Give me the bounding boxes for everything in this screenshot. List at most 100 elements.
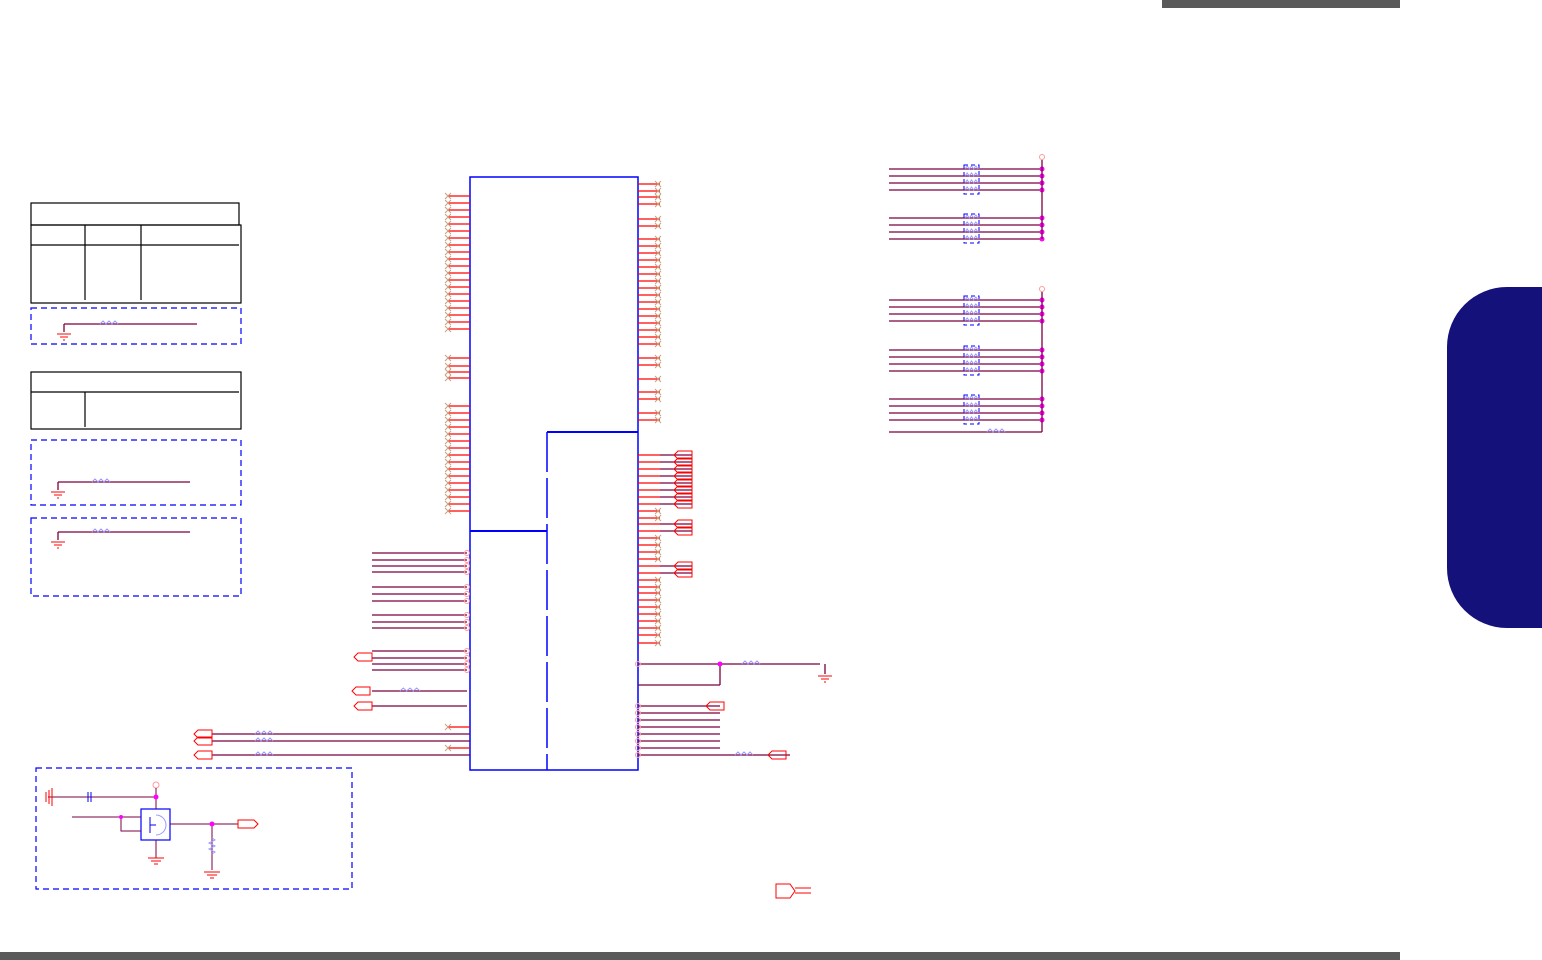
no-connect-icon xyxy=(444,199,452,207)
no-connect-icon xyxy=(444,304,452,312)
no-connect-icon xyxy=(654,507,662,515)
resistor-icon xyxy=(964,367,979,372)
off-page-connector-icon xyxy=(775,883,811,899)
no-connect-icon xyxy=(654,388,662,396)
no-connect-icon xyxy=(444,437,452,445)
no-connect-icon xyxy=(444,479,452,487)
no-connect-icon xyxy=(444,269,452,277)
no-connect-icon xyxy=(654,583,662,591)
pin-circle xyxy=(635,717,641,723)
no-connect-icon xyxy=(444,297,452,305)
no-connect-icon xyxy=(654,576,662,584)
no-connect-icon xyxy=(444,472,452,480)
resistor-icon xyxy=(964,353,979,358)
pin-circle xyxy=(1039,154,1045,160)
no-connect-icon xyxy=(444,283,452,291)
no-connect-icon xyxy=(654,277,662,285)
no-connect-icon xyxy=(444,368,452,376)
pin-circle xyxy=(464,619,470,625)
power-port-icon xyxy=(152,781,160,789)
ground-icon xyxy=(57,333,71,341)
no-connect-icon xyxy=(444,430,452,438)
off-page-connector-icon xyxy=(237,819,259,829)
no-connect-icon xyxy=(444,227,452,235)
ground-icon xyxy=(51,491,65,499)
pin-circle xyxy=(464,584,470,590)
no-connect-icon xyxy=(654,589,662,597)
no-connect-icon xyxy=(654,284,662,292)
no-connect-icon xyxy=(654,256,662,264)
no-connect-icon xyxy=(444,241,452,249)
resistor-icon xyxy=(964,303,979,308)
no-connect-icon xyxy=(444,374,452,382)
no-connect-icon xyxy=(654,180,662,188)
pin-circle xyxy=(1039,286,1045,292)
off-page-connector-icon xyxy=(193,736,213,746)
pin-circle xyxy=(464,569,470,575)
pin-circle xyxy=(635,710,641,716)
no-connect-icon xyxy=(654,305,662,313)
no-connect-icon xyxy=(444,486,452,494)
table-2 xyxy=(30,371,242,430)
no-connect-icon xyxy=(654,409,662,417)
resistor-icon xyxy=(986,428,1006,433)
pin-circle xyxy=(464,661,470,667)
pin-circle xyxy=(464,655,470,661)
resistor-icon xyxy=(964,296,979,301)
resistor-icon xyxy=(741,660,761,665)
junction xyxy=(717,661,723,667)
pin-circle xyxy=(464,625,470,631)
resistor-icon xyxy=(964,395,979,400)
ground-icon xyxy=(148,857,164,865)
no-connect-icon xyxy=(444,354,452,362)
off-page-connector-icon xyxy=(353,701,373,711)
no-connect-icon xyxy=(444,213,452,221)
no-connect-icon xyxy=(444,723,452,731)
no-connect-icon xyxy=(444,262,452,270)
no-connect-icon xyxy=(654,235,662,243)
resistor-icon xyxy=(964,416,979,421)
no-connect-icon xyxy=(444,311,452,319)
no-connect-icon xyxy=(654,333,662,341)
off-page-connector-icon xyxy=(351,686,371,696)
resistor-array xyxy=(963,213,980,244)
ic-chip xyxy=(469,176,639,771)
resistor-icon xyxy=(91,528,111,533)
pin-circle xyxy=(464,550,470,556)
resistor-icon xyxy=(964,317,979,322)
no-connect-icon xyxy=(654,263,662,271)
pin-circle xyxy=(464,598,470,604)
no-connect-icon xyxy=(654,193,662,201)
resistor-icon xyxy=(964,409,979,414)
resistor-icon xyxy=(964,228,979,233)
resistor-icon xyxy=(964,186,979,191)
resistor-icon xyxy=(964,179,979,184)
no-connect-icon xyxy=(444,423,452,431)
pin-circle xyxy=(635,724,641,730)
no-connect-icon xyxy=(444,276,452,284)
resistor-icon xyxy=(254,751,274,756)
group-boxes xyxy=(30,307,353,890)
no-connect-icon xyxy=(654,200,662,208)
chapter-tab xyxy=(1447,287,1542,628)
no-connect-icon xyxy=(654,222,662,230)
no-connect-icon xyxy=(444,290,452,298)
ground-icon xyxy=(45,788,53,806)
no-connect-icon xyxy=(444,234,452,242)
no-connect-icon xyxy=(654,617,662,625)
resistor-icon xyxy=(964,402,979,407)
no-connect-icon xyxy=(444,458,452,466)
no-connect-icon xyxy=(444,409,452,417)
resistor-array xyxy=(963,394,980,425)
no-connect-icon xyxy=(444,248,452,256)
no-connect-icon xyxy=(654,555,662,563)
footer-bar xyxy=(0,952,1400,960)
no-connect-icon xyxy=(444,220,452,228)
resistor-icon xyxy=(91,478,111,483)
resistor-array xyxy=(963,295,980,326)
no-connect-icon xyxy=(654,375,662,383)
no-connect-icon xyxy=(654,416,662,424)
no-connect-icon xyxy=(654,270,662,278)
pin-circle xyxy=(635,703,641,709)
